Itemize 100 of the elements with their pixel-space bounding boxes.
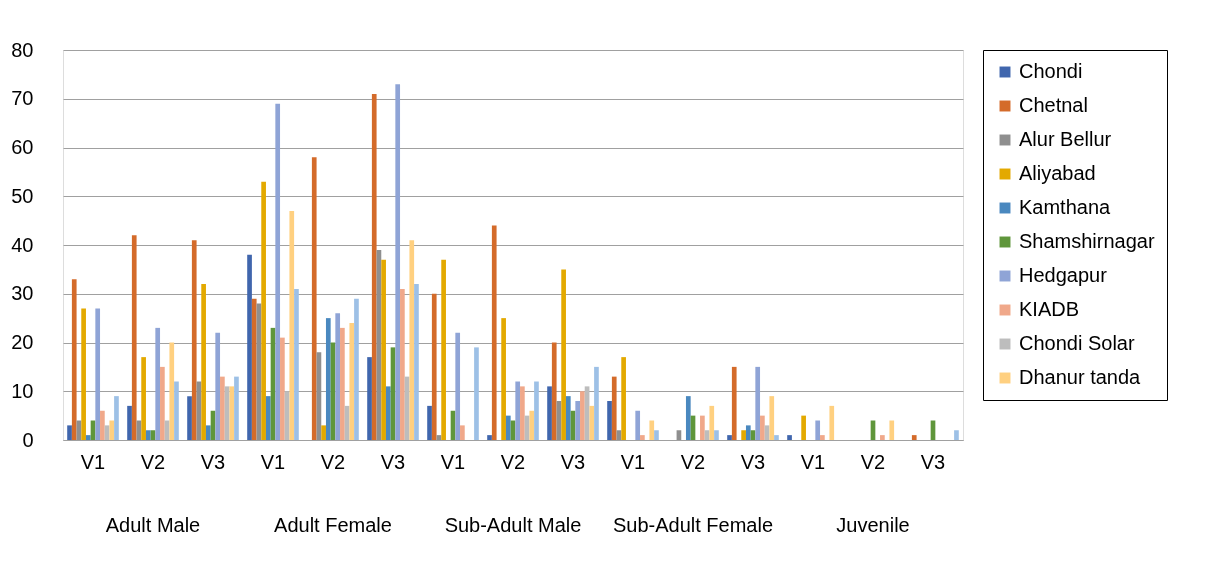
bar (371, 93, 377, 440)
bar (745, 425, 751, 440)
y-tick-label: 50 (11, 184, 34, 207)
bar (611, 376, 617, 440)
bar (169, 342, 175, 440)
bar (229, 386, 235, 440)
bar (709, 405, 715, 440)
legend-label: Chetnal (1019, 94, 1088, 116)
bar (575, 401, 581, 440)
bar (395, 84, 401, 440)
bar (141, 357, 146, 440)
bar (174, 381, 179, 440)
bar (441, 259, 446, 440)
y-tick-label: 80 (11, 38, 34, 61)
bar (155, 327, 161, 440)
bar (700, 415, 705, 440)
text: Juvenile (836, 514, 910, 536)
bar (529, 410, 535, 440)
bar (205, 425, 211, 440)
legend-label: Alur Bellur (1019, 128, 1112, 150)
x-tick-label: V3 (920, 450, 946, 473)
x-tick-label: V2 (140, 450, 166, 473)
bar (801, 415, 806, 440)
text: Adult Female (274, 514, 392, 536)
bar (201, 284, 206, 440)
bar (114, 396, 119, 440)
bar (427, 405, 432, 440)
bar (954, 430, 959, 440)
text: Sub-Adult Female (612, 514, 774, 536)
bar (95, 308, 101, 440)
x-tick-label: V3 (560, 450, 586, 473)
bar (220, 376, 225, 440)
y-tick-label: 40 (11, 233, 34, 256)
bar (275, 103, 281, 440)
bar (367, 357, 372, 440)
bar (265, 396, 271, 440)
bar (714, 430, 719, 440)
bar (191, 240, 197, 440)
bar (414, 284, 419, 440)
legend-label: Hedgapur (1019, 264, 1108, 286)
bar (100, 410, 105, 440)
x-tick-label: V2 (680, 450, 706, 473)
bar (580, 391, 585, 440)
bar (760, 415, 765, 440)
bar (741, 430, 746, 440)
bar (409, 240, 415, 440)
bar (565, 396, 571, 440)
bar (774, 435, 779, 440)
bar (815, 420, 821, 440)
bar (289, 210, 295, 440)
y-tick-label: 20 (11, 331, 34, 353)
x-tick-label: V1 (800, 450, 826, 473)
bar (131, 235, 137, 440)
text: Adult Male (105, 514, 201, 536)
legend-label: Aliyabad (1019, 162, 1096, 184)
bar (515, 381, 521, 440)
bar (455, 332, 461, 440)
x-tick-label: V1 (260, 450, 286, 473)
bar (109, 420, 115, 440)
bar (769, 396, 775, 440)
bar (400, 288, 405, 440)
bar (551, 342, 557, 440)
y-tick-label: 60 (11, 136, 34, 158)
bar (71, 279, 77, 440)
bar (547, 386, 552, 440)
legend-label: Dhanur tanda (1019, 366, 1142, 388)
x-tick-label: V3 (200, 450, 226, 473)
bar (889, 420, 895, 440)
bar (261, 181, 266, 440)
bar (594, 366, 599, 440)
bar (727, 435, 732, 440)
bar (127, 405, 132, 440)
bar (654, 430, 659, 440)
bar (251, 298, 257, 440)
x-tick-label: V3 (380, 450, 406, 473)
bar (755, 366, 761, 440)
bar (187, 396, 192, 440)
bar (820, 435, 825, 440)
text: Sub-Adult Male (444, 514, 582, 536)
bar (685, 396, 691, 440)
bar (640, 435, 645, 440)
y-tick-label: 70 (11, 87, 34, 110)
legend-label: Shamshirnagar (1019, 230, 1155, 252)
bar (311, 157, 317, 440)
x-tick-label: V1 (80, 450, 106, 473)
bar (280, 337, 285, 440)
bar (787, 435, 792, 440)
x-tick-label: V1 (620, 450, 646, 473)
legend-label: Chondi (1019, 60, 1083, 82)
y-tick-label: 10 (11, 379, 34, 402)
bar (621, 357, 626, 440)
x-tick-label: V1 (440, 450, 466, 473)
bar (247, 254, 252, 440)
bar (321, 425, 326, 440)
bar (325, 318, 331, 440)
bar (505, 415, 511, 440)
bar (145, 430, 151, 440)
bar (460, 425, 465, 440)
legend-label: Chondi Solar (1019, 332, 1135, 354)
bar (635, 410, 641, 440)
